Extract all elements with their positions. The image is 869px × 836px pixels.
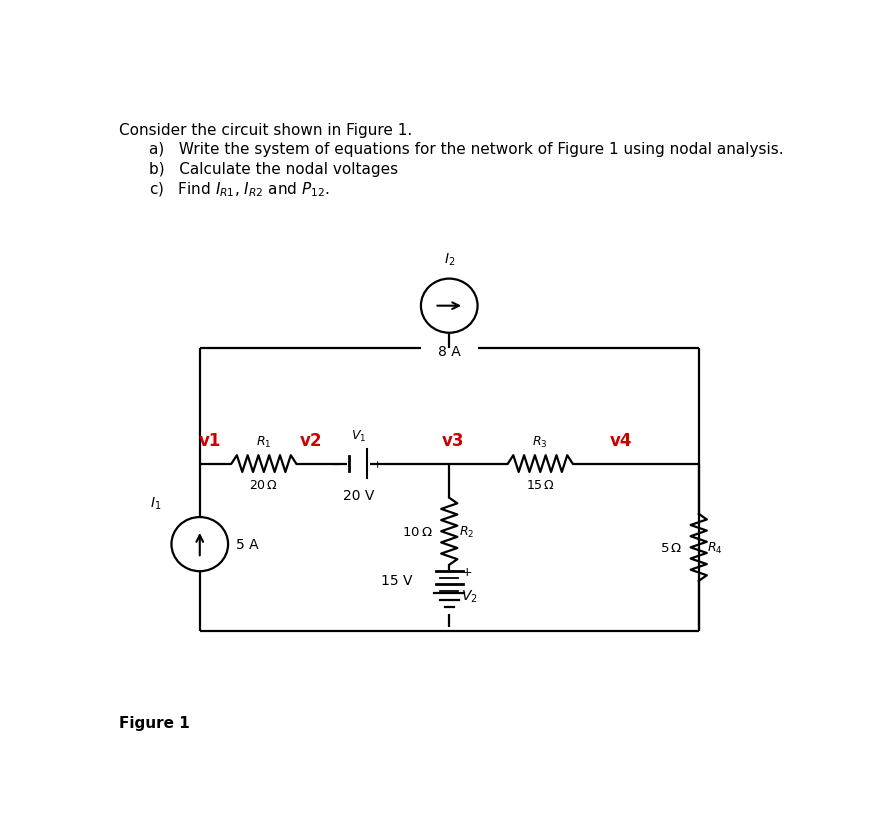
Text: 5 A: 5 A bbox=[235, 538, 258, 552]
Text: $+$: $+$ bbox=[461, 565, 472, 578]
Text: $R_3$: $R_3$ bbox=[532, 435, 547, 450]
Text: $V_2$: $V_2$ bbox=[461, 589, 478, 604]
Text: v4: v4 bbox=[609, 432, 632, 450]
Text: v2: v2 bbox=[300, 432, 322, 450]
Text: $20\,\Omega$: $20\,\Omega$ bbox=[249, 478, 278, 492]
Text: b)   Calculate the nodal voltages: b) Calculate the nodal voltages bbox=[149, 161, 398, 176]
Text: a)   Write the system of equations for the network of Figure 1 using nodal analy: a) Write the system of equations for the… bbox=[149, 142, 783, 157]
Text: $I_1$: $I_1$ bbox=[149, 495, 161, 511]
Text: $I_2$: $I_2$ bbox=[443, 252, 454, 268]
Text: v3: v3 bbox=[441, 432, 463, 450]
Text: Figure 1: Figure 1 bbox=[119, 715, 189, 730]
Text: c)   Find $I_{R1}$, $I_{R2}$ and $P_{12}$.: c) Find $I_{R1}$, $I_{R2}$ and $P_{12}$. bbox=[149, 181, 329, 199]
Text: $R_2$: $R_2$ bbox=[459, 524, 474, 539]
Text: 20 V: 20 V bbox=[342, 488, 374, 502]
Text: $10\,\Omega$: $10\,\Omega$ bbox=[401, 525, 432, 538]
Text: $R_1$: $R_1$ bbox=[255, 435, 271, 450]
Text: $R_4$: $R_4$ bbox=[706, 540, 721, 555]
Text: $+$: $+$ bbox=[372, 458, 382, 470]
Text: $5\,\Omega$: $5\,\Omega$ bbox=[659, 541, 681, 554]
Text: 8 A: 8 A bbox=[437, 345, 460, 359]
Text: $V_1$: $V_1$ bbox=[350, 428, 366, 443]
Text: v1: v1 bbox=[198, 432, 221, 450]
Text: 15 V: 15 V bbox=[381, 573, 412, 588]
Text: Consider the circuit shown in Figure 1.: Consider the circuit shown in Figure 1. bbox=[119, 123, 412, 138]
Text: $-$: $-$ bbox=[330, 457, 341, 471]
Text: $15\,\Omega$: $15\,\Omega$ bbox=[525, 478, 554, 492]
